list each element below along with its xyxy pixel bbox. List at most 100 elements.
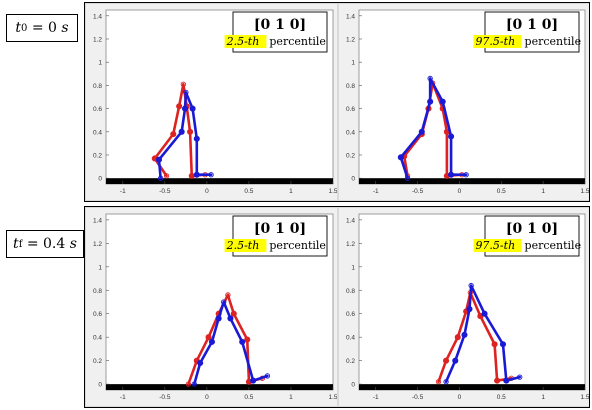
x-tick-label: -1 [373, 188, 379, 195]
blue-joint-point [517, 374, 523, 380]
time-unit: s [69, 236, 77, 252]
y-tick-label: 1.4 [93, 13, 102, 20]
panel-bottom-right: 0 0.2 0.4 0.6 0.8 1 1.2 1.4 -1 -0.5 0 0.5 1 1.5 [0 1 0… [339, 208, 589, 406]
percentile-value: 97.5-th [475, 239, 515, 252]
ground-bar [106, 384, 333, 390]
x-tick-label: -0.5 [412, 394, 424, 401]
blue-limb-line [157, 91, 213, 180]
time-unit: s [61, 20, 69, 36]
blue-joint-point [183, 89, 189, 96]
red-limb-line [153, 82, 207, 178]
time-value: = 0 [27, 20, 62, 36]
blue-joint-point [466, 305, 473, 313]
y-tick-label: 0 [351, 382, 355, 389]
x-tick-label: -1 [373, 394, 379, 401]
percentile-value: 97.5-th [475, 35, 515, 48]
x-tick-label: -0.5 [159, 188, 171, 195]
percentile-word: percentile [525, 239, 582, 252]
red-joint-point [443, 357, 450, 364]
y-tick-label: 0 [98, 176, 102, 183]
blue-limb-line [444, 284, 522, 384]
y-tick-label: 0.2 [346, 153, 355, 160]
y-tick-label: 0.2 [346, 358, 355, 365]
blue-joint-point [215, 315, 222, 322]
percentile-highlight [473, 35, 522, 48]
row-final-frame: 0 0.2 0.4 0.6 0.8 1 1.2 1.4 -1 -0.5 0 0.5 1 1.5 [0 1 0… [84, 206, 590, 408]
percentile-word: percentile [525, 35, 582, 48]
annotation-vector: [0 1 0] [506, 221, 558, 237]
y-tick-label: 1 [98, 264, 102, 271]
x-tick-label: 1.5 [328, 394, 337, 401]
y-tick-label: 0.8 [346, 83, 355, 90]
x-tick-label: 1.5 [580, 188, 589, 195]
blue-joint-point [191, 381, 197, 387]
y-tick-label: 0.4 [346, 129, 355, 136]
x-tick-label: 0 [205, 188, 209, 195]
y-tick-label: 0.4 [93, 129, 102, 136]
time-subscript: f [18, 238, 23, 250]
blue-joint-point [427, 75, 433, 82]
y-tick-label: 0.6 [93, 311, 102, 318]
blue-joint-point [155, 156, 163, 163]
x-tick-label: 0.5 [244, 188, 253, 195]
red-joint-point [454, 334, 461, 341]
y-tick-label: 1 [351, 60, 355, 67]
y-tick-label: 1.4 [346, 217, 355, 224]
annotation-vector: [0 1 0] [254, 221, 306, 237]
blue-joint-point [189, 105, 196, 112]
blue-joint-point [264, 373, 271, 379]
x-tick-label: 1.5 [580, 394, 589, 401]
blue-joint-point [193, 135, 200, 142]
x-tick-label: -0.5 [412, 188, 424, 195]
blue-joint-point [452, 357, 459, 364]
percentile-word: percentile [269, 35, 326, 48]
y-tick-label: 0.6 [346, 106, 355, 113]
y-tick-label: 0.8 [93, 288, 102, 295]
x-tick-label: 0 [458, 394, 462, 401]
x-tick-label: 0.5 [497, 188, 506, 195]
x-tick-label: 0.5 [497, 394, 506, 401]
x-tick-label: 0 [458, 188, 462, 195]
x-tick-label: 1 [289, 188, 293, 195]
time-symbol: t [13, 236, 19, 252]
y-tick-label: 0.6 [93, 106, 102, 113]
time-subscript: 0 [21, 22, 28, 34]
red-joint-point [205, 334, 212, 341]
red-joint-point [163, 173, 170, 179]
blue-joint-point [448, 171, 455, 178]
blue-joint-point [443, 379, 449, 385]
y-tick-label: 1.4 [93, 217, 102, 224]
chart-bottom-right: 0 0.2 0.4 0.6 0.8 1 1.2 1.4 -1 -0.5 0 0.5 1 1.5 [0 1 0… [346, 213, 589, 401]
chart-top-left: 0 0.2 0.4 0.6 0.8 1 1.2 1.4 -1 -0.5 0 0.5 1 1.5 [0 1 0… [93, 9, 337, 195]
y-tick-label: 1.2 [93, 241, 102, 248]
y-tick-label: 1.2 [93, 37, 102, 44]
blue-joint-point [404, 175, 411, 181]
blue-joint-point [250, 377, 257, 384]
red-joint-point [185, 381, 192, 387]
red-joint-point [225, 292, 231, 298]
y-tick-label: 0 [351, 176, 355, 183]
blue-joint-point [461, 331, 468, 338]
blue-joint-point [499, 341, 507, 348]
blue-joint-point [418, 128, 425, 135]
blue-joint-point [157, 175, 164, 181]
x-tick-label: 1 [541, 188, 545, 195]
blue-joint-point [181, 105, 189, 112]
red-joint-point [244, 336, 251, 343]
x-tick-label: 1 [541, 394, 545, 401]
y-tick-label: 0 [98, 382, 102, 389]
blue-joint-point [193, 171, 200, 178]
y-tick-label: 0.4 [346, 335, 355, 342]
percentile-highlight [224, 35, 267, 48]
ground-bar [359, 384, 585, 390]
x-tick-label: 1.5 [328, 188, 337, 195]
time-symbol: t [15, 20, 22, 36]
red-joint-point [170, 131, 177, 138]
y-tick-label: 0.2 [93, 153, 102, 160]
blue-joint-point [439, 98, 446, 105]
y-tick-label: 0.8 [346, 288, 355, 295]
red-joint-point [230, 310, 237, 317]
ground-bar [359, 178, 585, 184]
red-joint-point [188, 172, 195, 179]
percentile-highlight [224, 239, 267, 252]
